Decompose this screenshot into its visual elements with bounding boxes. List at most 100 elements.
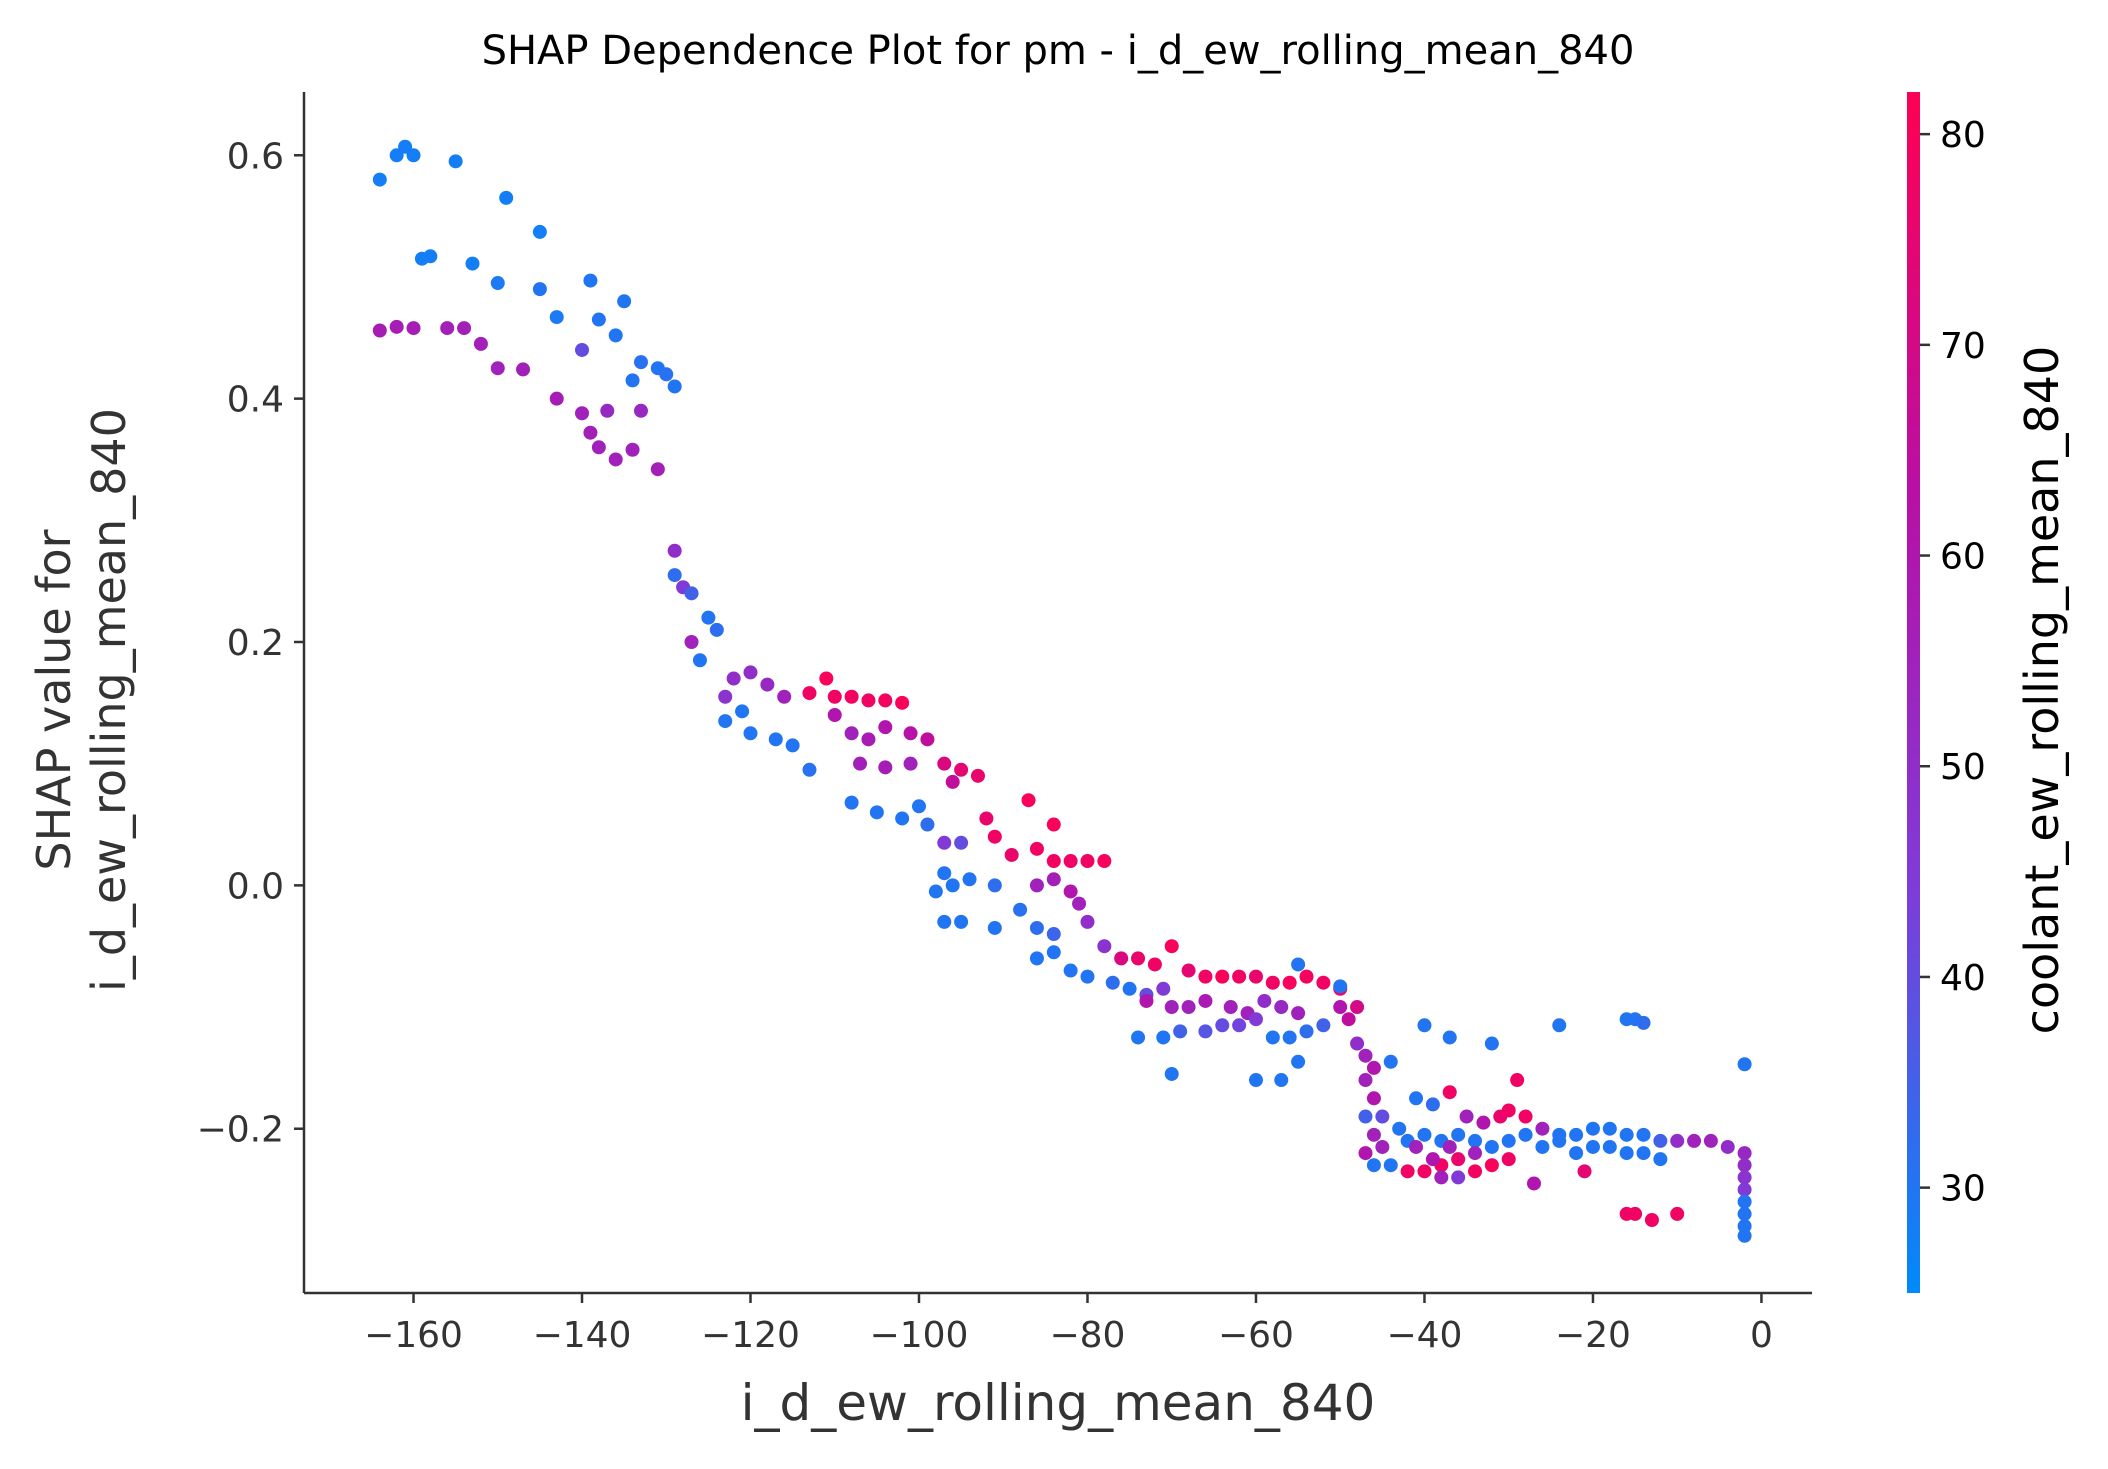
x-tick-label: −20 (1555, 1315, 1631, 1356)
colorbar-tick-label: 40 (1940, 958, 1986, 999)
data-point (937, 866, 952, 881)
data-point (1164, 939, 1179, 954)
data-point (591, 440, 606, 455)
data-point (1046, 872, 1061, 887)
data-point (398, 139, 413, 154)
data-point (1442, 1085, 1457, 1100)
data-point (844, 689, 859, 704)
data-point (389, 319, 404, 334)
data-point (726, 671, 741, 686)
data-point (743, 665, 758, 680)
data-point (1653, 1152, 1668, 1167)
data-point (1484, 1139, 1499, 1154)
data-point (1358, 1109, 1373, 1124)
data-point (954, 762, 969, 777)
data-point (1442, 1030, 1457, 1045)
data-point (423, 249, 438, 264)
data-point (1703, 1133, 1718, 1148)
data-point (861, 693, 876, 708)
data-point (1484, 1158, 1499, 1173)
colorbar-label: coolant_ew_rolling_mean_840 (2015, 346, 2069, 1035)
data-point (1147, 957, 1162, 972)
data-point (1181, 1000, 1196, 1015)
data-point (1602, 1139, 1617, 1154)
data-point (1510, 1073, 1525, 1088)
data-point (1569, 1146, 1584, 1161)
data-point (1653, 1133, 1668, 1148)
x-tick-label: −60 (1218, 1315, 1294, 1356)
data-point (903, 726, 918, 741)
data-point (1131, 951, 1146, 966)
data-point (1400, 1164, 1415, 1179)
colorbar-tick-label: 70 (1940, 326, 1986, 367)
data-point (1282, 1030, 1297, 1045)
data-point (1468, 1146, 1483, 1161)
data-point (760, 677, 775, 692)
data-point (650, 462, 665, 477)
data-point (659, 367, 674, 382)
data-point (1720, 1139, 1735, 1154)
data-point (389, 148, 404, 163)
data-point (844, 795, 859, 810)
data-point (1029, 951, 1044, 966)
y-tick-label: 0.2 (227, 623, 284, 664)
data-point (1046, 854, 1061, 869)
y-tick-label: 0.0 (227, 866, 284, 907)
data-point (1046, 945, 1061, 960)
data-point (617, 294, 632, 309)
data-point (1585, 1121, 1600, 1136)
data-point (1737, 1170, 1752, 1185)
data-point (1013, 902, 1028, 917)
data-point (1636, 1127, 1651, 1142)
data-point (1063, 963, 1078, 978)
data-point (1282, 975, 1297, 990)
data-point (920, 732, 935, 747)
data-point (473, 336, 488, 351)
colorbar-gradient (1907, 92, 1920, 1293)
data-point (633, 355, 648, 370)
data-point (1299, 969, 1314, 984)
data-point (777, 689, 792, 704)
data-point (1274, 1000, 1289, 1015)
data-point (600, 403, 615, 418)
data-point (1417, 1127, 1432, 1142)
x-axis-label: i_d_ew_rolling_mean_840 (741, 1374, 1376, 1432)
data-point (1476, 1115, 1491, 1130)
data-point (1644, 1212, 1659, 1227)
data-point (1164, 1000, 1179, 1015)
data-point (1552, 1133, 1567, 1148)
data-point (1366, 1060, 1381, 1075)
data-point (1737, 1182, 1752, 1197)
data-point (1737, 1194, 1752, 1209)
data-point (878, 693, 893, 708)
data-point (701, 610, 716, 625)
data-point (406, 148, 421, 163)
data-point (1737, 1158, 1752, 1173)
data-point (1080, 854, 1095, 869)
data-point (1619, 1127, 1634, 1142)
data-point (1518, 1127, 1533, 1142)
data-point (1021, 793, 1036, 808)
colorbar-tick-label: 60 (1940, 537, 1986, 578)
data-point (1409, 1091, 1424, 1106)
data-point (1173, 1024, 1188, 1039)
data-point (970, 768, 985, 783)
data-point (1670, 1206, 1685, 1221)
data-point (1366, 1158, 1381, 1173)
data-point (1636, 1146, 1651, 1161)
data-point (1029, 841, 1044, 856)
x-tick-label: −160 (364, 1315, 463, 1356)
data-point (575, 342, 590, 357)
data-point (465, 256, 480, 271)
data-point (1097, 939, 1112, 954)
data-point (1737, 1206, 1752, 1221)
data-point (1518, 1109, 1533, 1124)
colorbar: 30 40 50 60 70 80 (1907, 92, 1986, 1293)
data-point (1198, 1024, 1213, 1039)
data-point (1316, 1018, 1331, 1033)
data-point (1375, 1139, 1390, 1154)
data-point (1737, 1228, 1752, 1243)
data-point (1232, 969, 1247, 984)
data-point (1299, 1024, 1314, 1039)
